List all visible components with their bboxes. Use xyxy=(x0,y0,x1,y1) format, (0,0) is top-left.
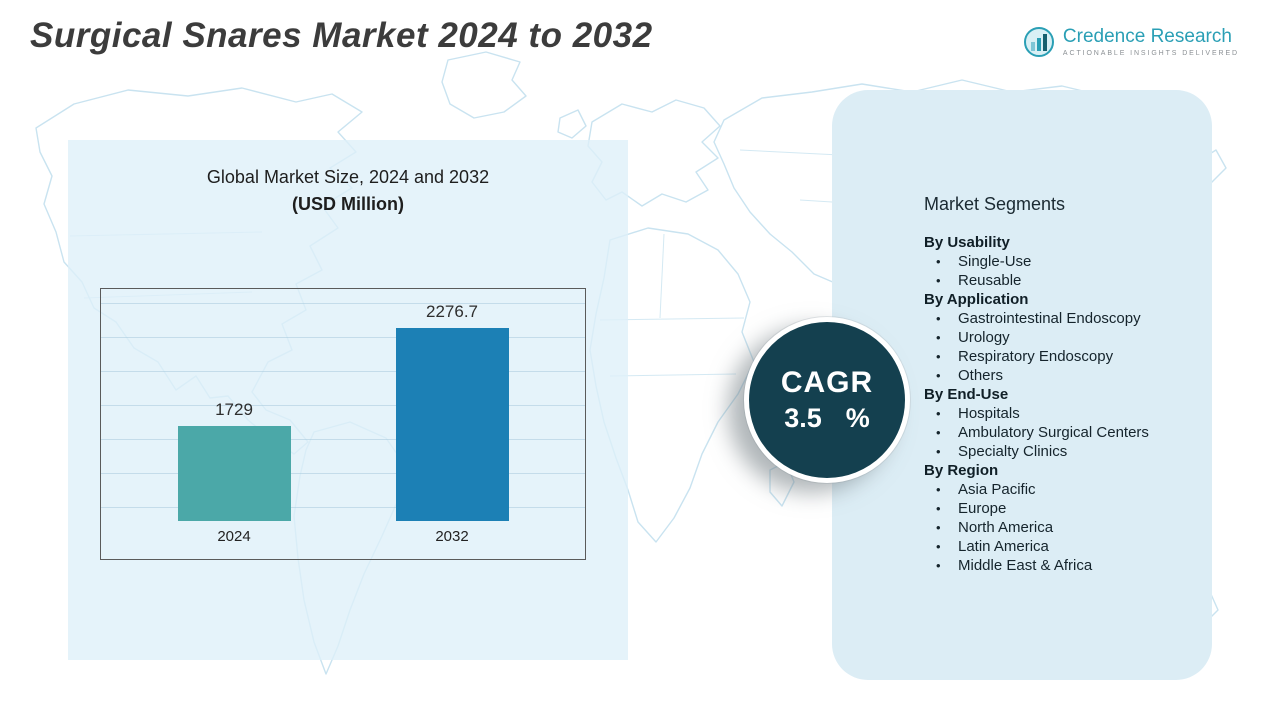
segment-item: Specialty Clinics xyxy=(924,442,1192,461)
segment-group-usability: By Usability Single-Use Reusable xyxy=(924,233,1192,290)
segment-item: Reusable xyxy=(924,271,1192,290)
brand-logo: Credence Research Actionable Insights De… xyxy=(1023,26,1239,58)
segments-content: Market Segments By Usability Single-Use … xyxy=(832,90,1212,575)
segment-group-end-use: By End-Use Hospitals Ambulatory Surgical… xyxy=(924,385,1192,461)
segment-item: Respiratory Endoscopy xyxy=(924,347,1192,366)
cagr-percent-sign: % xyxy=(845,403,870,433)
segment-item: Single-Use xyxy=(924,252,1192,271)
cagr-number: 3.5 xyxy=(784,403,822,433)
logo-tagline: Actionable Insights Delivered xyxy=(1062,50,1239,57)
bar-group-2032: 2276.7 xyxy=(395,302,509,521)
bar-rect-2024 xyxy=(177,426,291,521)
segment-item: Europe xyxy=(924,499,1192,518)
page-title: Surgical Snares Market 2024 to 2032 xyxy=(30,16,653,55)
bar-group-2024: 1729 xyxy=(177,400,291,521)
bar-chart: 1729 2276.7 2024 2032 xyxy=(100,288,586,560)
chart-title: Global Market Size, 2024 and 2032 xyxy=(206,167,490,187)
chart-plot-area: 1729 2276.7 xyxy=(101,291,585,521)
market-size-panel: Global Market Size, 2024 and 2032 (USD M… xyxy=(68,140,628,660)
cagr-label: CAGR xyxy=(780,366,874,399)
segment-item: Gastrointestinal Endoscopy xyxy=(924,309,1192,328)
segment-item: Others xyxy=(924,366,1192,385)
segment-item: Latin America xyxy=(924,537,1192,556)
segment-group-application: By Application Gastrointestinal Endoscop… xyxy=(924,290,1192,385)
segment-item: Middle East & Africa xyxy=(924,556,1192,575)
cagr-value: 3.5% xyxy=(784,403,870,434)
chart-gridlines xyxy=(101,303,585,514)
bar-value-2032: 2276.7 xyxy=(426,302,478,321)
segment-group-label: By End-Use xyxy=(924,386,1009,403)
x-axis-label-2024: 2024 xyxy=(217,528,251,545)
segment-item: North America xyxy=(924,518,1192,537)
x-axis-labels: 2024 2032 xyxy=(101,528,585,545)
chart-heading: Global Market Size, 2024 and 2032 (USD M… xyxy=(68,164,628,218)
logo-text: Credence Research Actionable Insights De… xyxy=(1063,26,1239,57)
segment-group-label: By Application xyxy=(924,291,1029,308)
segment-item: Asia Pacific xyxy=(924,480,1192,499)
bar-rect-2032 xyxy=(395,328,509,521)
segment-item: Hospitals xyxy=(924,404,1192,423)
chart-subtitle: (USD Million) xyxy=(292,194,404,214)
segment-item: Urology xyxy=(924,328,1192,347)
bar-value-2024: 1729 xyxy=(215,400,253,419)
bar-chart-logo-icon xyxy=(1023,27,1054,57)
segment-item: Ambulatory Surgical Centers xyxy=(924,423,1192,442)
logo-name: Credence Research xyxy=(1062,26,1232,47)
cagr-badge: CAGR 3.5% xyxy=(744,317,910,483)
segments-title: Market Segments xyxy=(924,194,1066,214)
segment-group-label: By Usability xyxy=(924,234,1010,251)
segment-group-region: By Region Asia Pacific Europe North Amer… xyxy=(924,461,1192,575)
x-axis-label-2032: 2032 xyxy=(435,528,469,545)
segment-group-label: By Region xyxy=(924,462,999,479)
